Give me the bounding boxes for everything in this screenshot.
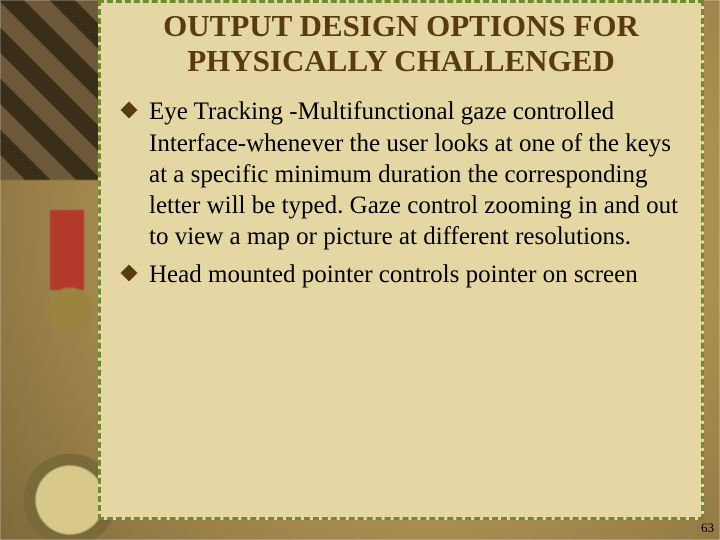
diamond-icon: [121, 102, 138, 119]
slide-title: OUTPUT DESIGN OPTIONS FOR PHYSICALLY CHA…: [119, 9, 683, 78]
bullet-text: Head mounted pointer controls pointer on…: [149, 261, 638, 288]
list-item: Eye Tracking -Multifunctional gaze contr…: [119, 96, 683, 252]
bullet-list: Eye Tracking -Multifunctional gaze contr…: [119, 96, 683, 290]
page-number: 63: [701, 520, 714, 536]
list-item: Head mounted pointer controls pointer on…: [119, 259, 683, 290]
bullet-text: Eye Tracking -Multifunctional gaze contr…: [149, 98, 678, 250]
content-panel: OUTPUT DESIGN OPTIONS FOR PHYSICALLY CHA…: [98, 0, 704, 520]
diamond-icon: [121, 264, 138, 281]
